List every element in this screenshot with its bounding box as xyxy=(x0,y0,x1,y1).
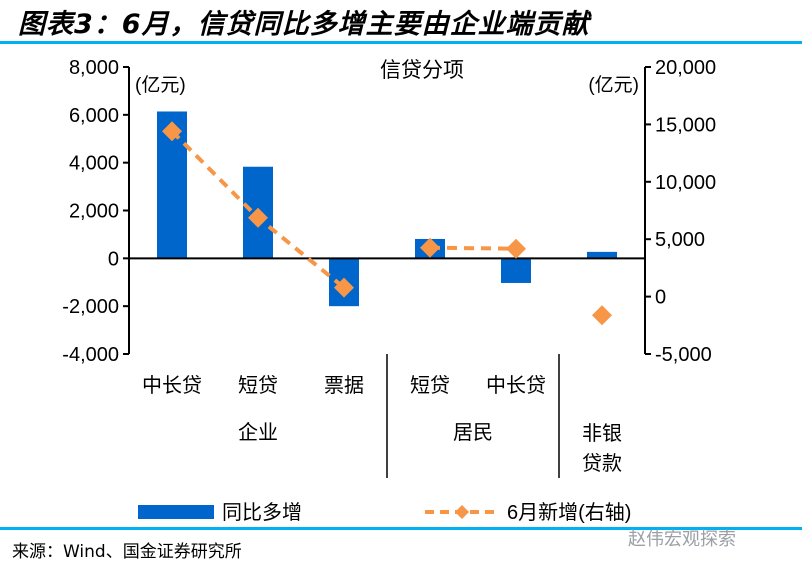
category-label: 短贷 xyxy=(238,374,278,397)
title-divider xyxy=(0,41,802,44)
left-axis-unit: (亿元) xyxy=(135,74,186,96)
left-tick-label: -4,000 xyxy=(62,344,119,366)
group-label: 居民 xyxy=(453,422,493,444)
line-point-1 xyxy=(248,207,268,228)
source-note: 来源：Wind、国金证券研究所 xyxy=(12,542,242,562)
right-axis-unit: (亿元) xyxy=(588,74,639,96)
left-tick-label: 8,000 xyxy=(69,57,119,79)
right-tick-label: 0 xyxy=(655,287,666,309)
left-tick-label: 2,000 xyxy=(69,201,119,223)
source-divider xyxy=(0,527,802,530)
line-series-segment xyxy=(429,245,517,251)
category-label: 票据 xyxy=(324,374,364,397)
line-point-4 xyxy=(506,238,526,259)
legend-line-label: 6月新增(右轴) xyxy=(507,501,631,524)
line-point-5 xyxy=(592,305,612,326)
legend-line-marker xyxy=(455,505,469,519)
category-label: 中长贷 xyxy=(486,374,546,397)
line-point-2 xyxy=(334,277,354,298)
figure-title: 图表3：6月，信贷同比多增主要由企业端贡献 xyxy=(18,9,590,40)
category-label: 中长贷 xyxy=(142,374,202,397)
left-tick-label: 6,000 xyxy=(69,105,119,127)
right-tick-label: 20,000 xyxy=(655,57,716,79)
right-tick-label: 5,000 xyxy=(655,229,705,251)
left-tick-label: -2,000 xyxy=(62,296,119,318)
line-point-3 xyxy=(420,237,440,258)
right-tick-label: 10,000 xyxy=(655,172,716,194)
group-label: 企业 xyxy=(238,421,278,444)
line-point-0 xyxy=(162,121,182,142)
left-tick-label: 0 xyxy=(108,248,119,270)
legend-bar-swatch xyxy=(138,505,214,519)
legend-bar-label: 同比多增 xyxy=(222,501,302,524)
chart-title: 信贷分项 xyxy=(380,59,464,82)
right-tick-label: 15,000 xyxy=(655,114,716,136)
bar-5 xyxy=(587,251,617,259)
category-label: 短贷 xyxy=(410,374,450,397)
group-label-nonbank-loans: 非银贷款 xyxy=(582,421,622,475)
bar-4 xyxy=(501,258,531,283)
left-tick-label: 4,000 xyxy=(69,153,119,175)
right-tick-label: -5,000 xyxy=(655,344,712,366)
watermark: 赵伟宏观探索 xyxy=(628,529,736,550)
